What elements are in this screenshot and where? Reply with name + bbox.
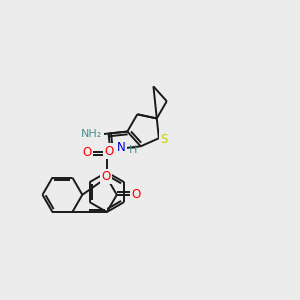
Text: N: N xyxy=(116,141,125,154)
Text: NH₂: NH₂ xyxy=(81,129,102,139)
Text: O: O xyxy=(131,188,140,201)
Text: O: O xyxy=(82,146,92,159)
Text: O: O xyxy=(101,170,110,183)
Text: O: O xyxy=(105,145,114,158)
Text: S: S xyxy=(160,133,167,146)
Text: H: H xyxy=(129,145,137,155)
